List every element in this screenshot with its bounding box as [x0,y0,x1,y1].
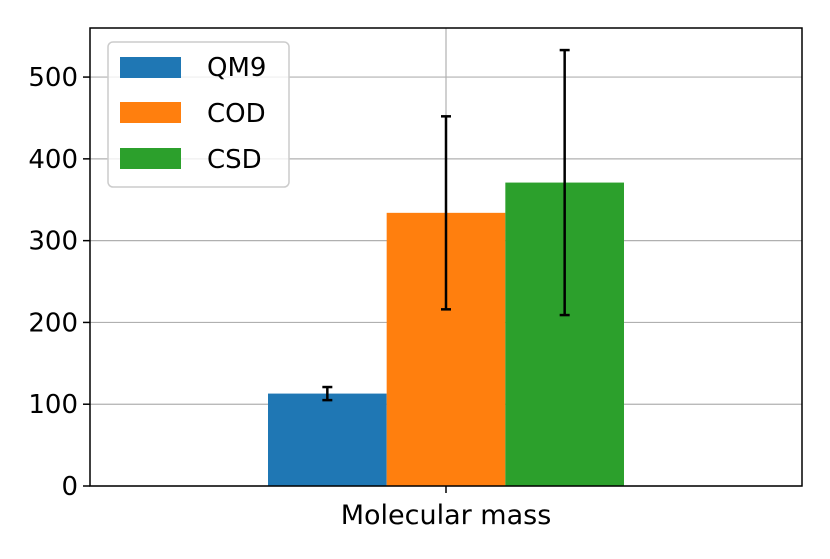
legend-swatch-qm9 [120,57,181,78]
legend-label-qm9: QM9 [207,53,266,83]
y-tick-label: 400 [28,145,78,175]
y-tick-label: 200 [28,308,78,338]
y-tick-label: 300 [28,227,78,257]
bars [268,182,624,487]
y-tick-label: 0 [61,472,78,502]
legend-swatch-csd [120,148,181,169]
legend-label-csd: CSD [207,145,262,175]
error-bar-qm9 [322,385,333,402]
y-tick-label: 500 [28,63,78,93]
x-tick-label: Molecular mass [341,500,552,531]
legend-swatch-cod [120,102,181,123]
error-bar-cod [441,115,451,311]
legend: QM9 COD CSD [107,41,290,188]
bar-qm9 [268,393,387,486]
legend-label-cod: COD [207,99,266,129]
y-axis-ticks: 0 100 200 300 400 500 [28,63,90,502]
y-tick-label: 100 [28,390,78,420]
x-axis-ticks: Molecular mass [341,486,552,531]
error-bars [322,48,570,402]
error-bar-csd [559,48,570,317]
